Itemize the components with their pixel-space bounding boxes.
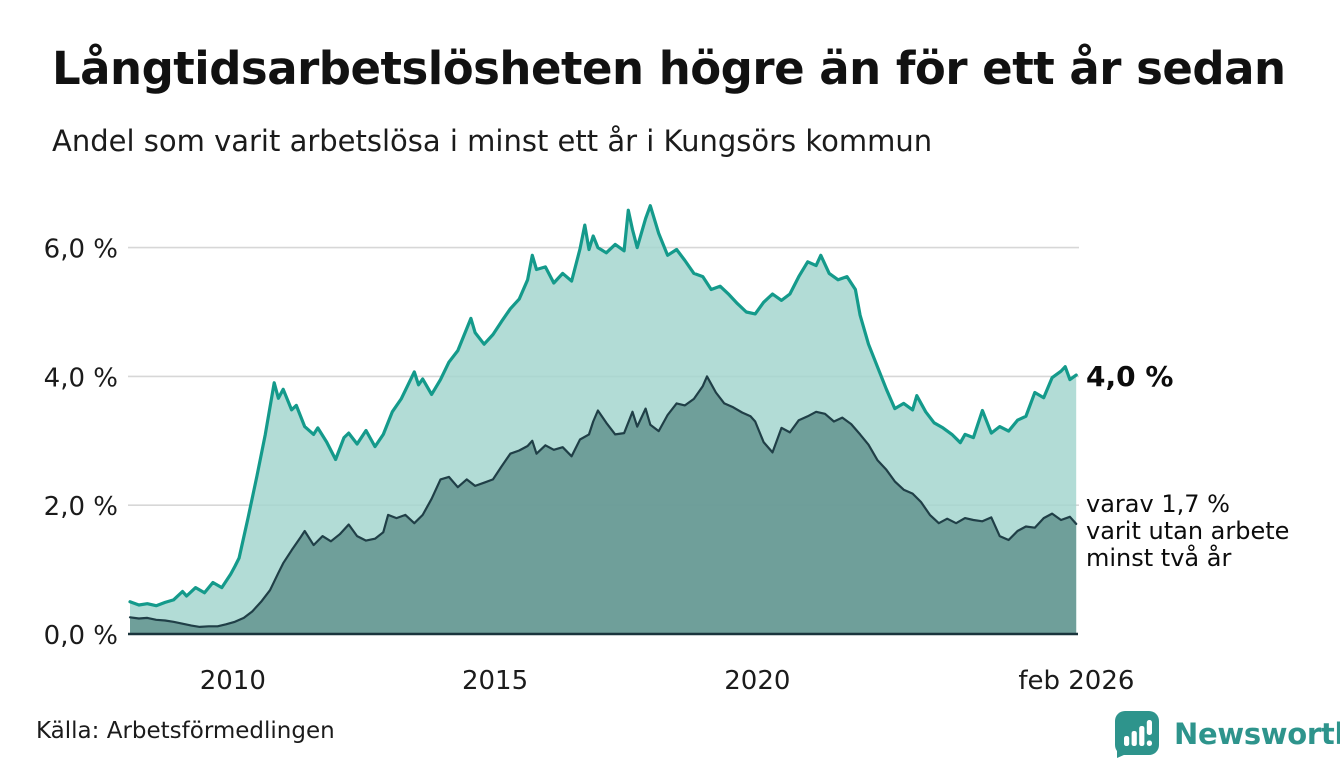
series2-annotation-line2: varit utan arbete	[1086, 517, 1290, 545]
page-title: Långtidsarbetslösheten högre än för ett …	[52, 42, 1286, 95]
x-tick-label-2010: 2010	[200, 666, 266, 696]
newsworthy-logo-icon	[1115, 711, 1159, 758]
line-series1	[128, 204, 1078, 608]
x-tick-label-2020: 2020	[724, 666, 790, 696]
line-series2	[128, 375, 1078, 628]
series2-annotation: varav 1,7 % varit utan arbete minst två …	[1086, 491, 1289, 572]
y-tick-label-2: 2,0 %	[44, 492, 118, 522]
brand-name: Newsworthy	[1174, 717, 1340, 751]
page-subtitle: Andel som varit arbetslösa i minst ett å…	[52, 124, 933, 158]
y-tick-label-4: 4,0 %	[44, 363, 118, 393]
brand-lockup: Newsworthy	[1113, 709, 1340, 759]
series2-annotation-line3: minst två år	[1086, 544, 1232, 572]
y-tick-label-0: 0,0 %	[44, 621, 118, 651]
y-tick-label-6: 6,0 %	[44, 235, 118, 265]
series2-annotation-line1: varav 1,7 %	[1086, 490, 1230, 518]
area-fill-series2	[130, 376, 1077, 634]
series1-end-value-label: 4,0 %	[1086, 360, 1174, 393]
source-attribution: Källa: Arbetsförmedlingen	[36, 718, 335, 744]
x-tick-label-2015: 2015	[462, 666, 528, 696]
x-tick-label-feb-2026: feb 2026	[1018, 666, 1134, 696]
